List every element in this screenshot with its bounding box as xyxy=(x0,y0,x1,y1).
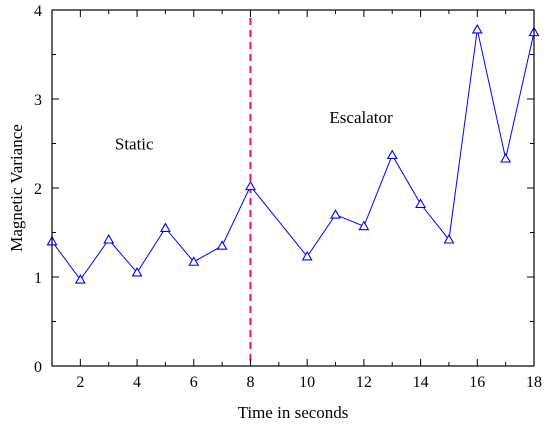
annotation-escalator: Escalator xyxy=(329,108,393,127)
y-tick-label: 2 xyxy=(34,181,42,198)
x-tick-label: 18 xyxy=(526,374,542,391)
data-point xyxy=(74,274,86,284)
data-point xyxy=(443,234,455,244)
x-tick-label: 2 xyxy=(76,374,84,391)
plot-layer xyxy=(46,18,540,366)
x-axis-label: Time in seconds xyxy=(238,403,349,422)
annotation-static: Static xyxy=(115,135,154,154)
series-line xyxy=(51,29,535,281)
data-point xyxy=(159,222,171,232)
x-tick-label: 4 xyxy=(133,374,141,391)
data-point xyxy=(358,220,370,231)
x-tick-label: 12 xyxy=(356,374,372,391)
x-tick-label: 10 xyxy=(299,374,315,391)
x-tick-label: 8 xyxy=(246,374,254,391)
data-point xyxy=(245,180,256,191)
data-point xyxy=(500,153,512,163)
x-tick-label: 14 xyxy=(413,374,429,391)
data-point xyxy=(216,240,228,250)
data-point xyxy=(330,209,341,219)
y-axis-label: Magnetic Variance xyxy=(7,124,26,252)
data-point xyxy=(415,198,427,208)
data-point xyxy=(471,23,483,34)
plot-frame xyxy=(51,9,535,367)
x-tick-label: 6 xyxy=(190,374,198,391)
data-point xyxy=(103,234,115,244)
y-tick-label: 4 xyxy=(34,3,42,20)
data-point xyxy=(188,256,200,266)
data-point xyxy=(301,250,313,261)
data-point xyxy=(386,149,398,159)
y-tick-label: 1 xyxy=(34,270,42,287)
data-point xyxy=(131,266,143,277)
x-tick-label: 16 xyxy=(469,374,485,391)
y-tick-label: 0 xyxy=(34,359,42,376)
y-tick-label: 3 xyxy=(34,92,42,109)
